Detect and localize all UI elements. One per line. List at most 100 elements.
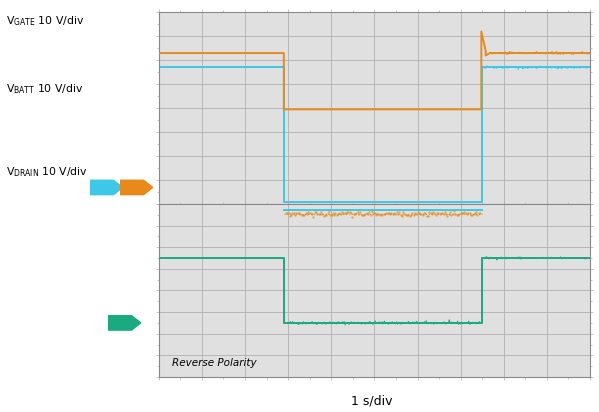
- Point: [322, 212, 331, 218]
- Point: [431, 212, 440, 218]
- Point: [407, 210, 417, 216]
- Point: [349, 211, 358, 218]
- Point: [338, 210, 348, 216]
- Point: [404, 212, 413, 219]
- Point: [400, 211, 409, 218]
- Point: [429, 210, 439, 216]
- Point: [449, 208, 459, 215]
- Point: [387, 209, 397, 216]
- Point: [432, 210, 442, 216]
- Point: [434, 209, 443, 216]
- Point: [376, 211, 386, 218]
- Point: [313, 211, 322, 217]
- Point: [363, 210, 373, 217]
- Point: [288, 210, 297, 216]
- Point: [325, 211, 335, 218]
- Point: [444, 211, 453, 217]
- Point: [459, 208, 469, 215]
- Polygon shape: [108, 316, 141, 330]
- Point: [301, 210, 310, 217]
- Point: [340, 210, 349, 216]
- Point: [470, 210, 480, 216]
- Point: [350, 211, 360, 217]
- Point: [419, 210, 429, 217]
- Point: [324, 208, 334, 215]
- Point: [383, 210, 392, 216]
- Point: [293, 210, 302, 217]
- Point: [314, 211, 323, 217]
- Point: [337, 209, 347, 215]
- Point: [388, 210, 398, 217]
- Point: [382, 210, 391, 216]
- Point: [462, 210, 472, 217]
- Point: [456, 209, 465, 216]
- Point: [358, 211, 368, 218]
- Point: [285, 213, 295, 220]
- Point: [405, 212, 415, 219]
- Text: $\mathdefault{V}_{\mathdefault{DRAIN}}$ 10 V/div: $\mathdefault{V}_{\mathdefault{DRAIN}}$ …: [6, 165, 88, 178]
- Point: [370, 210, 379, 216]
- Point: [396, 211, 406, 218]
- Point: [427, 211, 437, 218]
- Point: [412, 211, 421, 218]
- Point: [335, 210, 344, 217]
- Point: [474, 209, 483, 216]
- Point: [461, 210, 470, 217]
- Point: [292, 210, 301, 216]
- Point: [393, 211, 403, 218]
- Point: [389, 210, 399, 216]
- Point: [286, 211, 296, 218]
- Point: [345, 209, 355, 215]
- Point: [440, 208, 450, 215]
- Point: [284, 210, 294, 217]
- Point: [308, 214, 318, 220]
- Point: [398, 209, 408, 216]
- Point: [401, 212, 410, 218]
- Point: [329, 212, 339, 219]
- Point: [385, 211, 395, 217]
- Point: [395, 209, 404, 216]
- Point: [310, 209, 319, 216]
- Text: Reverse Polarity: Reverse Polarity: [172, 358, 256, 368]
- Point: [379, 211, 388, 218]
- Text: 1 s/div: 1 s/div: [350, 395, 392, 408]
- Point: [418, 212, 428, 219]
- Point: [469, 211, 479, 217]
- Point: [397, 213, 407, 219]
- Point: [425, 209, 434, 216]
- Point: [384, 210, 394, 216]
- Point: [303, 209, 313, 215]
- Point: [374, 211, 383, 217]
- Polygon shape: [90, 180, 123, 195]
- Point: [441, 211, 451, 217]
- Point: [368, 210, 378, 217]
- Point: [452, 211, 461, 218]
- Point: [406, 211, 416, 218]
- Point: [366, 211, 376, 218]
- Point: [352, 209, 361, 216]
- Text: $\mathdefault{V}_{\mathdefault{GATE}}$ 10 V/div: $\mathdefault{V}_{\mathdefault{GATE}}$ 1…: [6, 14, 84, 28]
- Point: [302, 211, 311, 217]
- Point: [455, 211, 464, 218]
- Point: [439, 211, 449, 218]
- Point: [377, 211, 387, 218]
- Point: [457, 210, 467, 217]
- Point: [331, 210, 340, 217]
- Point: [375, 211, 385, 218]
- Point: [298, 211, 308, 218]
- Point: [328, 210, 338, 216]
- Point: [327, 212, 337, 219]
- Point: [332, 212, 341, 218]
- Point: [380, 211, 390, 217]
- Text: $\mathdefault{V}_{\mathdefault{BATT}}$ 10 V/div: $\mathdefault{V}_{\mathdefault{BATT}}$ 1…: [6, 82, 83, 96]
- Point: [353, 209, 362, 215]
- Point: [344, 209, 353, 215]
- Point: [317, 210, 327, 217]
- Point: [291, 211, 300, 218]
- Point: [300, 212, 309, 218]
- Point: [373, 210, 382, 217]
- Point: [355, 209, 365, 215]
- Point: [473, 211, 482, 218]
- Point: [333, 211, 343, 218]
- Point: [347, 213, 357, 220]
